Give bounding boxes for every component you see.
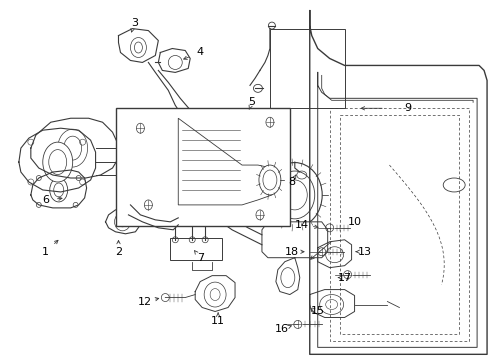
Text: 10: 10 (347, 217, 362, 227)
Bar (270, 28, 344, 108)
Ellipse shape (172, 171, 179, 179)
Text: 15: 15 (311, 306, 325, 316)
Bar (116, 108, 290, 226)
Ellipse shape (172, 237, 178, 243)
Ellipse shape (43, 142, 73, 182)
Ellipse shape (259, 165, 281, 195)
Text: 5: 5 (248, 97, 255, 107)
Text: 13: 13 (358, 247, 371, 257)
Text: 1: 1 (42, 247, 49, 257)
Text: 17: 17 (338, 273, 352, 283)
Ellipse shape (201, 171, 209, 179)
Bar (171, 238, 222, 260)
Text: 3: 3 (131, 18, 138, 28)
Text: 14: 14 (294, 220, 309, 230)
Text: 8: 8 (288, 177, 295, 187)
Text: 2: 2 (115, 247, 122, 257)
Ellipse shape (202, 237, 208, 243)
Ellipse shape (189, 237, 195, 243)
Polygon shape (178, 118, 278, 205)
Ellipse shape (188, 171, 196, 179)
Text: 16: 16 (275, 324, 289, 334)
Ellipse shape (268, 163, 322, 227)
Polygon shape (262, 222, 328, 258)
Text: 4: 4 (196, 48, 204, 58)
Text: 11: 11 (211, 316, 225, 327)
Text: 6: 6 (42, 195, 49, 205)
Text: 7: 7 (196, 253, 204, 263)
Text: 9: 9 (404, 103, 411, 113)
Text: 12: 12 (138, 297, 152, 306)
Text: 18: 18 (285, 247, 299, 257)
